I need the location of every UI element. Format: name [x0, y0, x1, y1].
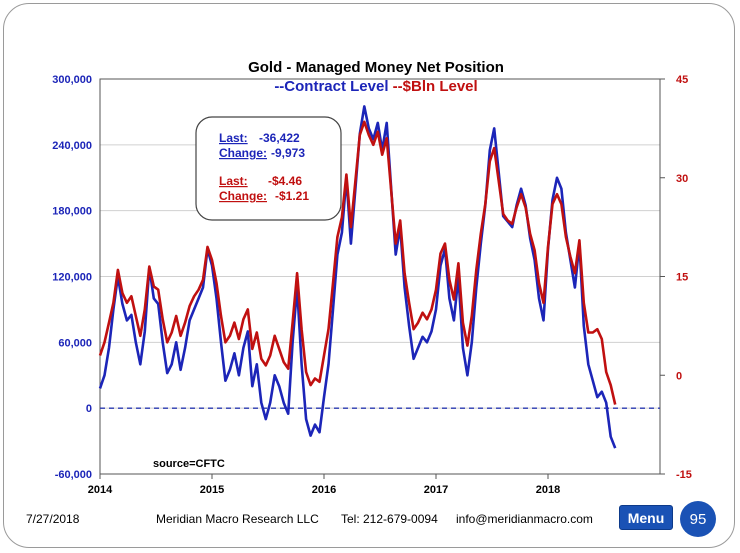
left-tick-label: 300,000 — [52, 74, 92, 86]
subtitle-dollar-legend: --$Bln Level — [389, 78, 478, 95]
annotation-last-usd: -$4.46 — [268, 174, 302, 188]
x-tick-label: 2017 — [424, 484, 448, 496]
subtitle-contract-legend: --Contract Level — [274, 78, 388, 95]
x-tick-label: 2014 — [88, 484, 113, 496]
annotation-last-usd-label: Last: — [219, 174, 248, 188]
left-tick-label: 0 — [86, 403, 92, 415]
footer-company: Meridian Macro Research LLC — [156, 512, 319, 526]
left-tick-label: 240,000 — [52, 140, 92, 152]
right-tick-label: -15 — [676, 469, 692, 481]
dollar-level-line — [98, 120, 617, 405]
x-tick-label: 2018 — [536, 484, 560, 496]
annotation-change-contracts: -9,973 — [271, 146, 305, 160]
left-tick-label: 180,000 — [52, 206, 92, 218]
right-tick-label: 15 — [676, 272, 688, 284]
menu-button[interactable]: Menu — [619, 505, 673, 530]
right-tick-label: 45 — [676, 74, 688, 86]
annotation-last-label: Last: — [219, 131, 248, 145]
footer-phone: Tel: 212-679-0094 — [341, 512, 438, 526]
footer-date: 7/27/2018 — [26, 512, 80, 526]
annotation-change-usd: -$1.21 — [275, 189, 309, 203]
footer-email[interactable]: info@meridianmacro.com — [456, 512, 593, 526]
x-tick-label: 2016 — [312, 484, 336, 496]
left-tick-label: -60,000 — [55, 469, 92, 481]
right-tick-label: 0 — [676, 370, 682, 382]
annotation-last-contracts: -36,422 — [259, 131, 300, 145]
annotation-box — [195, 116, 342, 221]
chart-subtitle: --Contract Level --$Bln Level — [274, 78, 477, 95]
left-tick-label: 60,000 — [58, 337, 92, 349]
slide-frame — [3, 3, 735, 548]
page-number-badge: 95 — [680, 501, 716, 537]
annotation-change-label: Change: — [219, 146, 267, 160]
chart-title: Gold - Managed Money Net Position — [248, 59, 504, 76]
x-tick-label: 2015 — [200, 484, 224, 496]
source-label: source=CFTC — [153, 458, 225, 470]
left-tick-label: 120,000 — [52, 272, 92, 284]
chart-canvas: -60,000 0 60,000 120,000 180,000 240,000 300,0… — [52, 59, 692, 496]
annotation-change-usd-label: Change: — [219, 189, 267, 203]
right-tick-label: 30 — [676, 173, 688, 185]
